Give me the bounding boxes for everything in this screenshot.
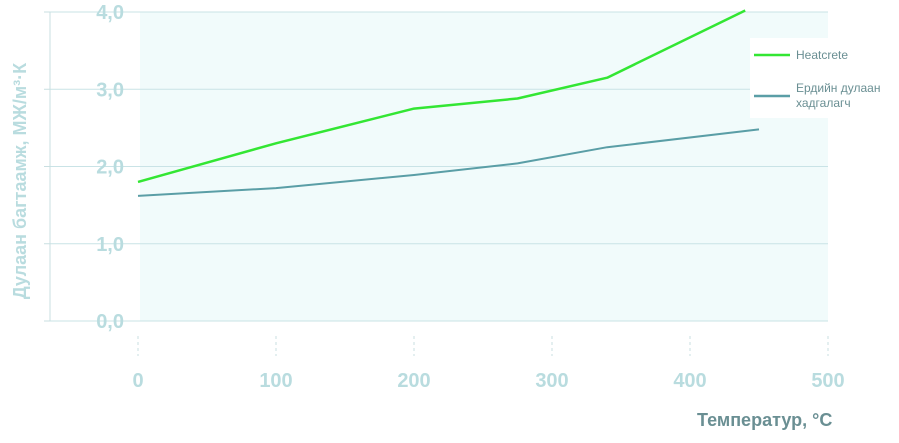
y-tick-label: 1,0 bbox=[96, 234, 124, 256]
legend-label-line: Ердийн дулаан bbox=[796, 81, 881, 95]
series-line-1 bbox=[137, 9, 746, 184]
y-tick-labels: 0,0 1,0 2,0 3,0 4,0 bbox=[96, 2, 124, 333]
y-tick-label: 0,0 bbox=[96, 311, 124, 333]
legend-label: Ердийн дулаан хадгалагч bbox=[796, 81, 881, 110]
x-axis-title: Температур, °С bbox=[697, 410, 832, 430]
x-tick-labels: 0 100 200 300 400 500 bbox=[132, 370, 844, 392]
legend-label: Heatcrete bbox=[796, 48, 848, 62]
legend-background bbox=[750, 38, 899, 118]
y-tick-label: 4,0 bbox=[96, 2, 124, 24]
x-axis-unit: °С bbox=[812, 410, 832, 430]
legend: Heatcrete Ердийн дулаан хадгалагч bbox=[750, 38, 899, 118]
x-tick-label: 300 bbox=[535, 370, 568, 392]
x-tick-label: 500 bbox=[811, 370, 844, 392]
x-tick-label: 0 bbox=[132, 370, 143, 392]
grid bbox=[44, 11, 829, 356]
series-line-2 bbox=[137, 128, 760, 197]
y-tick-label: 3,0 bbox=[96, 79, 124, 101]
x-tick-label: 400 bbox=[673, 370, 706, 392]
x-tick-label: 100 bbox=[259, 370, 292, 392]
x-axis-title-text: Температур, bbox=[697, 410, 807, 430]
series bbox=[137, 9, 760, 197]
y-axis-title: Дулаан багтаамж, МЖ/м³·К bbox=[10, 62, 30, 299]
y-tick-label: 2,0 bbox=[96, 157, 124, 179]
legend-label-line: хадгалагч bbox=[796, 96, 851, 110]
x-tick-label: 200 bbox=[397, 370, 430, 392]
